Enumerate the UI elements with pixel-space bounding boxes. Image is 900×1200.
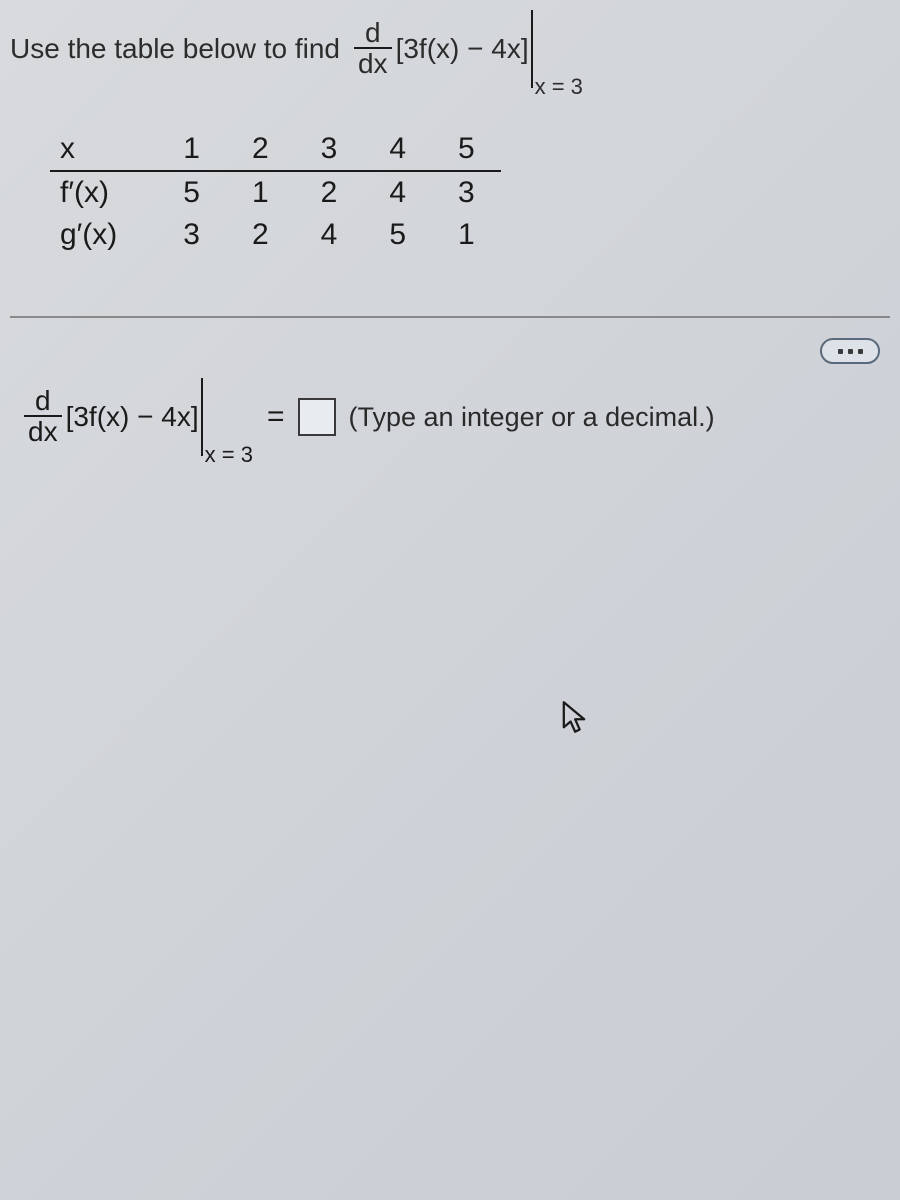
- prompt-text: Use the table below to find: [10, 33, 340, 65]
- fraction-ddx-top: d dx: [354, 19, 392, 80]
- more-options-button[interactable]: [820, 338, 880, 364]
- cell: 4: [295, 214, 364, 256]
- cell: 2: [295, 171, 364, 214]
- cell: 3: [432, 171, 501, 214]
- answer-input[interactable]: [298, 398, 336, 436]
- eval-point-top: x = 3: [533, 74, 583, 100]
- col-5: 5: [432, 128, 501, 171]
- cell: 4: [363, 171, 432, 214]
- col-2: 2: [226, 128, 295, 171]
- fraction-ddx-bottom: d dx: [24, 387, 62, 448]
- col-1: 1: [157, 128, 226, 171]
- denominator: dx: [354, 47, 392, 80]
- table-row: f′(x) 5 1 2 4 3: [50, 171, 501, 214]
- cursor-icon: [560, 700, 588, 734]
- col-4: 4: [363, 128, 432, 171]
- answer-line: d dx [3f(x) − 4x] x = 3 = (Type an integ…: [10, 378, 890, 456]
- bracket-expression-top: [3f(x) − 4x]: [396, 33, 529, 65]
- cell: 5: [363, 214, 432, 256]
- table-row: g′(x) 3 2 4 5 1: [50, 214, 501, 256]
- dot-icon: [858, 349, 863, 354]
- dot-icon: [838, 349, 843, 354]
- evaluation-bar-bottom: x = 3: [199, 378, 253, 456]
- dot-icon: [848, 349, 853, 354]
- cell: 5: [157, 171, 226, 214]
- problem-content: Use the table below to find d dx [3f(x) …: [0, 0, 900, 466]
- question-line: Use the table below to find d dx [3f(x) …: [10, 10, 890, 88]
- cell: 3: [157, 214, 226, 256]
- derivative-table: x 1 2 3 4 5 f′(x) 5 1 2 4 3 g′(x) 3 2 4 …: [50, 128, 501, 256]
- cell: 1: [226, 171, 295, 214]
- row-label-x: x: [50, 128, 157, 171]
- section-divider: [10, 316, 890, 318]
- col-3: 3: [295, 128, 364, 171]
- denominator: dx: [24, 415, 62, 448]
- eval-point-bottom: x = 3: [203, 442, 253, 468]
- evaluation-bar-top: x = 3: [529, 10, 583, 88]
- row-label-gprime: g′(x): [50, 214, 157, 256]
- equals-sign: =: [267, 400, 285, 434]
- table-header-row: x 1 2 3 4 5: [50, 128, 501, 171]
- derivative-expression-bottom: d dx [3f(x) − 4x] x = 3: [20, 378, 253, 456]
- cell: 2: [226, 214, 295, 256]
- derivative-expression-top: d dx [3f(x) − 4x] x = 3: [350, 10, 583, 88]
- answer-hint: (Type an integer or a decimal.): [348, 402, 714, 433]
- numerator: d: [31, 387, 55, 415]
- numerator: d: [361, 19, 385, 47]
- data-table-wrap: x 1 2 3 4 5 f′(x) 5 1 2 4 3 g′(x) 3 2 4 …: [50, 128, 890, 256]
- bracket-expression-bottom: [3f(x) − 4x]: [66, 401, 199, 433]
- cell: 1: [432, 214, 501, 256]
- row-label-fprime: f′(x): [50, 171, 157, 214]
